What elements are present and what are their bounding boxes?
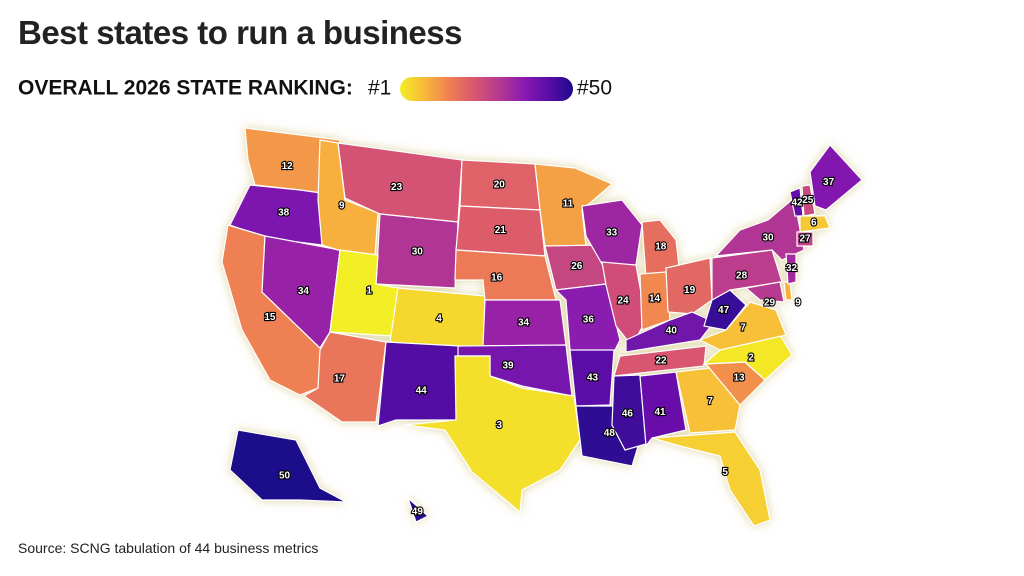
state <box>611 374 647 451</box>
legend-title: OVERALL 2026 STATE RANKING: <box>18 77 353 100</box>
state <box>744 281 785 303</box>
state-rank-label: 25 <box>802 195 814 206</box>
source: Source: SCNG tabulation of 44 business m… <box>18 540 319 556</box>
state-rank-label: 20 <box>494 180 506 191</box>
state-rank-label: 3 <box>497 420 503 431</box>
state <box>569 349 615 407</box>
legend-bar <box>400 77 573 101</box>
state-rank-label: 38 <box>278 208 290 219</box>
state-rank-label: 42 <box>791 198 803 209</box>
state-rank-label: 41 <box>654 407 666 418</box>
state-rank-label: 44 <box>416 385 428 396</box>
state-rank-label: 9 <box>795 298 801 309</box>
state-rank-label: 23 <box>391 182 403 193</box>
state-rank-label: 24 <box>617 295 629 306</box>
state <box>801 184 816 217</box>
state-rank-label: 30 <box>412 247 424 258</box>
state-rank-label: 50 <box>279 470 291 481</box>
state-rank-label: 1 <box>366 285 372 296</box>
state <box>783 281 793 301</box>
state <box>809 144 863 211</box>
state-rank-label: 33 <box>606 227 618 238</box>
state-rank-label: 11 <box>563 199 574 210</box>
state-rank-label: 6 <box>811 218 817 229</box>
state-rank-label: 21 <box>495 225 507 236</box>
state-rank-label: 40 <box>666 326 678 337</box>
state-rank-label: 49 <box>412 507 424 518</box>
state <box>613 345 707 377</box>
legend-max-label: #50 <box>577 77 612 100</box>
state <box>229 429 347 503</box>
state-rank-label: 19 <box>684 285 696 296</box>
state-rank-label: 29 <box>764 298 776 309</box>
state-rank-label: 28 <box>736 271 748 282</box>
title: Best states to run a business <box>18 14 462 51</box>
state-rank-label: 34 <box>298 286 310 297</box>
state <box>454 249 557 301</box>
state-rank-label: 16 <box>491 272 503 283</box>
state-rank-label: 34 <box>518 317 530 328</box>
state <box>534 163 614 247</box>
state-rank-label: 12 <box>282 161 294 172</box>
labels: 1238153492330141744202116343931126364348… <box>263 160 835 519</box>
state-rank-label: 7 <box>740 322 746 333</box>
state <box>665 257 713 315</box>
state <box>377 341 461 427</box>
state-rank-label: 43 <box>587 372 599 383</box>
state-rank-label: 14 <box>649 294 661 305</box>
state <box>785 253 797 285</box>
state-rank-label: 47 <box>718 305 730 316</box>
state-rank-label: 15 <box>264 312 276 323</box>
state <box>799 215 831 233</box>
state <box>651 431 771 527</box>
states <box>221 127 863 527</box>
state <box>675 367 741 434</box>
state <box>639 371 687 448</box>
state-rank-label: 18 <box>655 242 667 253</box>
state <box>641 219 681 279</box>
legend-min-label: #1 <box>368 77 391 100</box>
state-rank-label: 2 <box>748 352 754 363</box>
state-rank-label: 37 <box>823 177 835 188</box>
state-rank-label: 13 <box>733 372 745 383</box>
state <box>404 355 581 514</box>
state-rank-label: 4 <box>436 314 442 325</box>
state <box>406 496 430 523</box>
state <box>796 231 814 247</box>
state-rank-label: 36 <box>583 315 595 326</box>
state-rank-label: 17 <box>334 373 346 384</box>
state-rank-label: 30 <box>762 232 774 243</box>
state-rank-label: 27 <box>799 234 811 245</box>
state-rank-label: 48 <box>604 428 616 439</box>
state-rank-label: 26 <box>571 261 583 272</box>
state <box>714 196 805 261</box>
state-rank-label: 9 <box>339 200 345 211</box>
state-rank-label: 22 <box>655 356 667 367</box>
state-rank-label: 32 <box>786 263 798 274</box>
state-rank-label: 39 <box>502 360 514 371</box>
state-rank-label: 7 <box>707 396 713 407</box>
state-rank-label: 46 <box>622 409 634 420</box>
state-rank-label: 5 <box>722 467 728 478</box>
